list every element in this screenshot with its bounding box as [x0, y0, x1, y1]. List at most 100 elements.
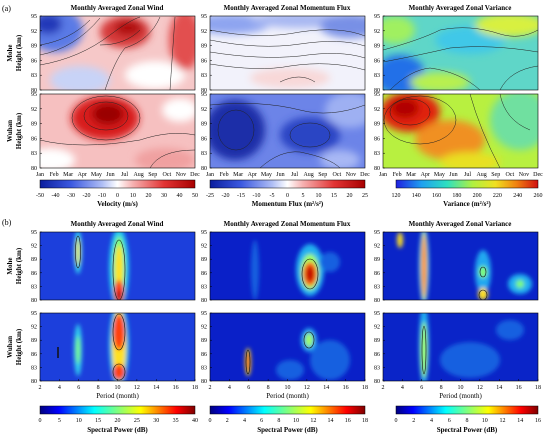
b-colorbar-tick: 14 [517, 418, 523, 424]
a-y-tick: 89 [201, 122, 207, 128]
a-y-tick: 95 [374, 92, 380, 98]
a-colorbar-tick: 15 [331, 193, 337, 199]
b-colorbar-tick: 16 [535, 418, 541, 424]
b-y-tick: 95 [31, 311, 37, 317]
a-y-tick: 83 [201, 151, 207, 157]
b-colorbar-label: Spectral Power (dB) [437, 426, 498, 434]
a-colorbar-tick: 180 [452, 193, 461, 199]
b-x-tick-period: 8 [267, 385, 270, 391]
a-title-wind: Monthly Averaged Zonal Wind [71, 4, 164, 12]
b-x-tick-period: 6 [77, 385, 80, 391]
a-y-tick: 92 [201, 107, 207, 113]
b-x-tick-period: 8 [440, 385, 443, 391]
a-row-label-site: Wuhan [6, 120, 14, 142]
b-x-tick-period: 18 [362, 385, 368, 391]
b-colorbar-flux [209, 405, 366, 415]
a-y-tick: 92 [374, 107, 380, 113]
a-y-tick: 92 [31, 107, 37, 113]
a-colorbar-tick: 140 [412, 193, 421, 199]
b-colorbar-tick: 8 [277, 418, 280, 424]
a-x-tick-month: Jun [276, 172, 284, 178]
a-variance-wuhan-map [383, 94, 538, 168]
b-y-tick: 80 [31, 379, 37, 385]
b-y-tick: 83 [31, 284, 37, 290]
a-colorbar-tick: 50 [192, 193, 198, 199]
a-wind-wuhan-map [40, 94, 195, 168]
a-x-tick-month: May [261, 172, 272, 178]
b-x-tick-period: 16 [173, 385, 179, 391]
b-colorbar-tick: 5 [58, 418, 61, 424]
b-colorbar-tick: 12 [500, 418, 506, 424]
a-x-tick-month: Jul [291, 172, 298, 178]
b-flux-wuhan-spectrum [210, 313, 365, 381]
b-y-tick: 86 [374, 352, 380, 358]
a-y-tick: 80 [374, 166, 380, 172]
b-colorbar-tick: 8 [466, 418, 469, 424]
a-y-tick: 83 [374, 73, 380, 79]
b-title-flux: Monthly Averaged Zonal Momentum Flux [224, 220, 351, 228]
a-x-tick-month: Sep [491, 172, 500, 178]
b-y-tick: 92 [31, 244, 37, 250]
a-y-tick: 86 [31, 58, 37, 64]
b-y-tick: 95 [201, 230, 207, 236]
b-y-tick: 92 [374, 244, 380, 250]
b-colorbar-label: Spectral Power (dB) [257, 426, 318, 434]
a-colorbar-label: Momentum Flux (m²/s²) [252, 200, 324, 208]
b-y-tick: 80 [31, 298, 37, 304]
b-y-tick: 83 [374, 365, 380, 371]
b-x-tick-period: 4 [401, 385, 404, 391]
a-x-tick-month: Mar [233, 172, 243, 178]
b-x-tick-period: 6 [247, 385, 250, 391]
a-x-tick-month: Apr [421, 172, 430, 178]
a-colorbar-tick: -50 [36, 193, 44, 199]
b-colorbar-tick: 4 [430, 418, 433, 424]
b-y-tick: 95 [374, 311, 380, 317]
b-x-tick-period: 2 [382, 385, 385, 391]
a-row-label-height: Height (km) [15, 112, 23, 149]
b-x-tick-period: 8 [97, 385, 100, 391]
a-x-tick-month: Jan [206, 172, 214, 178]
a-x-tick-month: Jan [36, 172, 44, 178]
b-colorbar-tick: 10 [76, 418, 82, 424]
b-y-tick: 89 [201, 338, 207, 344]
b-x-tick-period: 2 [39, 385, 42, 391]
b-y-tick: 92 [31, 325, 37, 331]
a-y-tick: 83 [31, 73, 37, 79]
b-wind-wuhan-spectrum [40, 313, 195, 381]
a-colorbar-label: Variance (m²/s²) [443, 200, 491, 208]
a-x-tick-month: Apr [248, 172, 257, 178]
a-colorbar-velocity [39, 179, 196, 189]
b-y-tick: 80 [374, 379, 380, 385]
a-x-tick-month: Nov [176, 172, 186, 178]
a-x-tick-month: Oct [162, 172, 171, 178]
a-colorbar-tick: 0 [116, 193, 119, 199]
a-colorbar-tick: 200 [473, 193, 482, 199]
a-colorbar-tick: 160 [432, 193, 441, 199]
b-row-label-site: Mohe [6, 257, 14, 274]
b-x-tick-period: 14 [153, 385, 159, 391]
b-x-tick-period: 2 [209, 385, 212, 391]
b-colorbar-tick: 15 [95, 418, 101, 424]
b-y-tick: 89 [31, 257, 37, 263]
b-x-tick-period: 14 [496, 385, 502, 391]
b-colorbar-tick: 6 [448, 418, 451, 424]
b-colorbar-tick: 20 [115, 418, 121, 424]
a-y-tick: 86 [201, 58, 207, 64]
b-colorbar-tick: 16 [345, 418, 351, 424]
a-colorbar-tick: 240 [513, 193, 522, 199]
b-row-label-height: Height (km) [15, 247, 23, 284]
panel-b-label: (b) [2, 218, 12, 227]
b-x-tick-period: 18 [535, 385, 541, 391]
a-colorbar-tick: -20 [83, 193, 91, 199]
a-y-tick: 83 [374, 151, 380, 157]
b-x-tick-period: 10 [115, 385, 121, 391]
a-y-tick: 92 [201, 29, 207, 35]
a-x-tick-month: Jun [449, 172, 457, 178]
a-y-tick: 80 [201, 166, 207, 172]
b-colorbar-tick: 12 [310, 418, 316, 424]
b-y-tick: 86 [201, 352, 207, 358]
a-y-tick: 95 [374, 14, 380, 20]
a-x-tick-month: Aug [303, 172, 313, 178]
a-y-tick: 83 [201, 73, 207, 79]
